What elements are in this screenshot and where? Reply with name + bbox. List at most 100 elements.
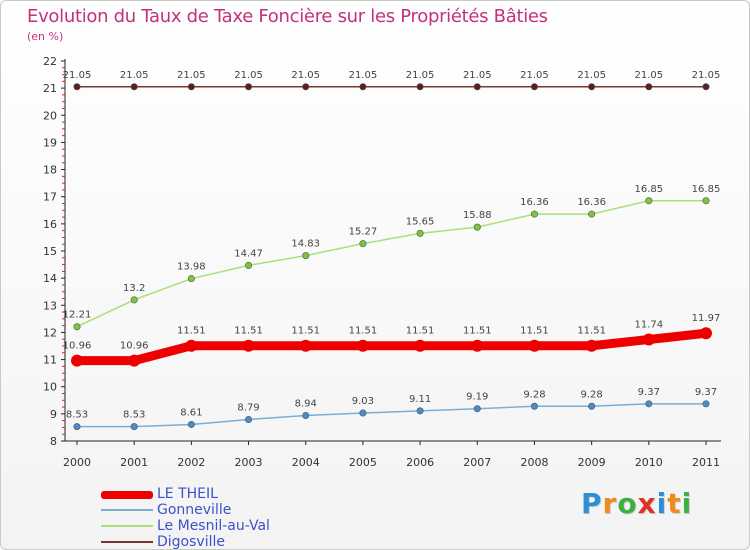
data-label-le-theil: 11.51	[577, 326, 606, 337]
data-point-le-mesnil-au-val	[588, 210, 596, 218]
logo-letter: t	[667, 487, 682, 520]
data-point-gonneville	[73, 423, 81, 431]
y-tick-label: 18	[43, 164, 57, 177]
data-label-digosville: 21.05	[692, 70, 721, 81]
logo-letter: i	[681, 487, 693, 520]
x-tick-label: 2008	[520, 456, 548, 469]
logo-letter: P	[581, 487, 603, 520]
y-tick-label: 9	[50, 408, 57, 421]
data-point-le-theil	[585, 339, 598, 352]
legend-label: Digosville	[157, 534, 225, 550]
data-label-le-mesnil-au-val: 16.36	[577, 197, 606, 208]
data-label-le-mesnil-au-val: 15.27	[349, 227, 378, 238]
data-label-gonneville: 9.28	[581, 389, 603, 400]
x-tick-label: 2010	[635, 456, 663, 469]
legend-label: LE THEIL	[157, 486, 218, 502]
y-tick-label: 20	[43, 109, 57, 122]
logo-letter: i	[656, 487, 668, 520]
y-tick-label: 19	[43, 136, 57, 149]
data-label-le-theil: 11.51	[234, 326, 263, 337]
data-point-digosville	[187, 83, 195, 91]
data-point-le-theil	[700, 327, 712, 340]
data-point-gonneville	[473, 405, 481, 413]
data-label-le-theil: 11.97	[692, 313, 721, 324]
data-label-digosville: 21.05	[291, 70, 320, 81]
legend-swatch-digosville	[101, 541, 153, 543]
x-tick-label: 2004	[292, 456, 320, 469]
data-point-le-mesnil-au-val	[187, 275, 195, 283]
data-label-le-mesnil-au-val: 14.47	[234, 248, 263, 259]
chart-subtitle: (en %)	[27, 30, 64, 43]
x-tick-label: 2006	[406, 456, 434, 469]
data-point-le-mesnil-au-val	[130, 296, 138, 304]
data-point-le-theil	[299, 339, 312, 352]
series-layer	[71, 83, 712, 431]
data-point-le-mesnil-au-val	[359, 240, 367, 248]
data-point-gonneville	[302, 411, 310, 419]
line-chart: 8 9 10 11 12 13 14 15 16 17 18 19 20 21 22 2000 2001 2002…	[43, 55, 721, 469]
data-label-digosville: 21.05	[634, 70, 663, 81]
data-label-le-mesnil-au-val: 14.83	[291, 239, 320, 250]
y-tick-label: 13	[43, 299, 57, 312]
data-point-gonneville	[245, 416, 253, 424]
data-label-digosville: 21.05	[520, 70, 549, 81]
data-point-le-theil	[528, 339, 541, 352]
data-label-le-mesnil-au-val: 16.85	[634, 184, 663, 195]
y-tick-label: 22	[43, 55, 57, 68]
data-point-digosville	[73, 83, 81, 91]
data-point-digosville	[530, 83, 538, 91]
data-label-le-theil: 10.96	[63, 341, 92, 352]
y-tick-label: 12	[43, 326, 57, 339]
data-label-le-theil: 11.51	[406, 326, 435, 337]
data-point-le-theil	[356, 339, 369, 352]
data-point-gonneville	[130, 423, 138, 431]
data-label-le-theil: 11.51	[463, 326, 492, 337]
logo-letter: x	[637, 487, 657, 520]
data-point-gonneville	[645, 400, 653, 408]
y-tick-label: 14	[43, 272, 57, 285]
y-tick-label: 8	[50, 435, 57, 448]
logo-letter: r	[602, 487, 618, 520]
data-label-gonneville: 9.28	[523, 389, 545, 400]
x-tick-label: 2001	[120, 456, 148, 469]
data-point-le-theil	[642, 333, 655, 346]
data-label-gonneville: 9.19	[466, 392, 488, 403]
y-tick-label: 17	[43, 191, 57, 204]
data-label-le-mesnil-au-val: 13.2	[123, 283, 145, 294]
data-label-le-mesnil-au-val: 16.36	[520, 197, 549, 208]
data-point-le-mesnil-au-val	[530, 210, 538, 218]
legend-swatch-le-mesnil-au-val	[101, 525, 153, 527]
legend-swatch-le-theil	[101, 491, 153, 499]
data-point-gonneville	[416, 407, 424, 415]
data-point-digosville	[130, 83, 138, 91]
data-point-digosville	[302, 83, 310, 91]
data-label-gonneville: 8.61	[180, 407, 202, 418]
y-tick-label: 16	[43, 218, 57, 231]
data-label-le-mesnil-au-val: 15.88	[463, 210, 492, 221]
data-point-le-theil	[128, 354, 141, 367]
data-point-le-mesnil-au-val	[73, 323, 81, 331]
chart-title: Evolution du Taux de Taxe Foncière sur l…	[27, 6, 548, 27]
logo-letter: o	[617, 487, 638, 520]
data-label-le-theil: 11.51	[177, 326, 206, 337]
data-label-digosville: 21.05	[234, 70, 263, 81]
data-label-digosville: 21.05	[63, 70, 92, 81]
data-point-digosville	[645, 83, 653, 91]
legend-label: Le Mesnil-au-Val	[157, 518, 270, 534]
data-label-le-theil: 11.51	[520, 326, 549, 337]
x-tick-label: 2002	[177, 456, 205, 469]
data-point-digosville	[473, 83, 481, 91]
chart-axes: 8 9 10 11 12 13 14 15 16 17 18 19 20 21 22 2000 2001 2002…	[43, 55, 721, 469]
data-point-le-theil	[471, 339, 484, 352]
data-point-gonneville	[359, 409, 367, 417]
data-label-le-mesnil-au-val: 13.98	[177, 262, 206, 273]
series-line-gonneville	[76, 403, 707, 428]
y-tick-label: 10	[43, 381, 57, 394]
data-label-gonneville: 9.37	[695, 387, 717, 398]
data-point-le-mesnil-au-val	[302, 252, 310, 260]
data-label-digosville: 21.05	[463, 70, 492, 81]
y-tick-label: 15	[43, 245, 57, 258]
data-label-digosville: 21.05	[406, 70, 435, 81]
data-point-le-theil	[242, 339, 255, 352]
